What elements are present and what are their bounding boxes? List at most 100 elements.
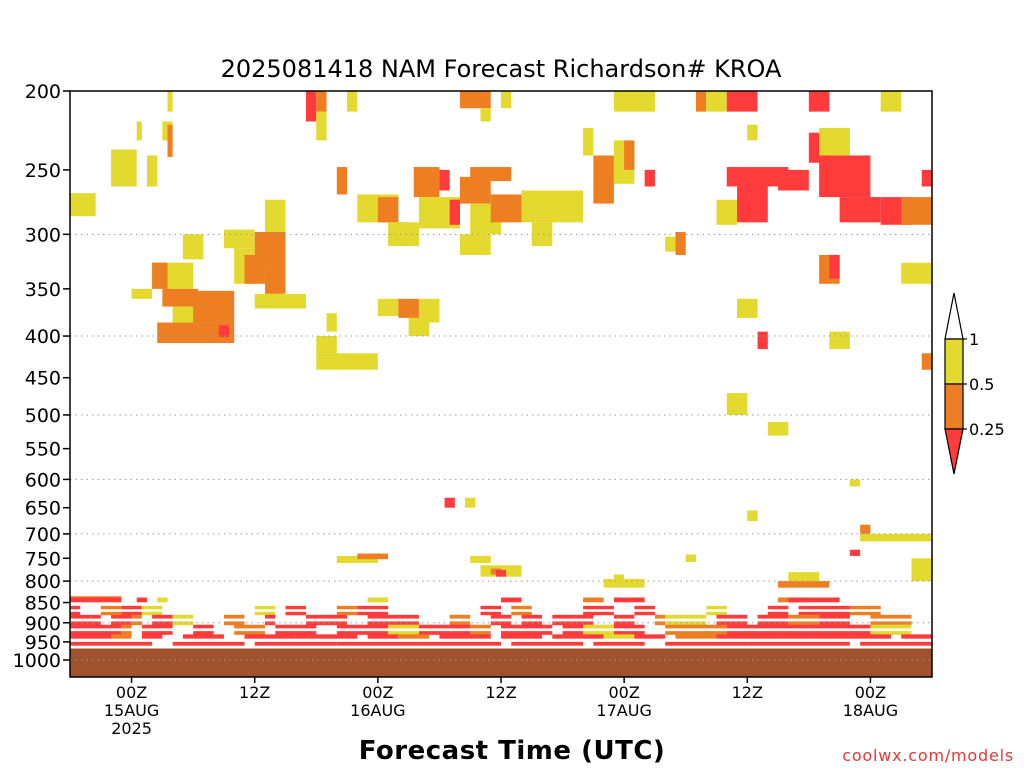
ri-streak	[706, 605, 727, 610]
ri-streak	[223, 614, 245, 619]
ri-streak	[141, 624, 173, 629]
ri-cell	[808, 91, 830, 112]
ri-cell	[849, 479, 861, 487]
ri-streak	[788, 621, 820, 626]
y-tick-label: 700	[25, 524, 61, 546]
ri-streak	[336, 641, 419, 646]
ri-streak	[593, 641, 645, 646]
x-tick-label: 00Z	[608, 683, 639, 702]
ri-streak	[275, 624, 317, 629]
ri-streak	[470, 624, 491, 629]
ri-streak	[562, 631, 584, 635]
ri-streak	[121, 605, 142, 610]
ri-streak	[613, 597, 645, 603]
ri-streak	[511, 605, 532, 610]
ri-cell	[254, 231, 286, 269]
ri-cell	[182, 234, 204, 260]
ri-streak	[583, 624, 614, 629]
ri-streak	[388, 624, 419, 629]
legend-bin-025-05	[944, 383, 964, 430]
ri-streak	[870, 631, 912, 635]
x-tick-label: 00Z	[116, 683, 147, 702]
ri-streak	[501, 597, 522, 603]
ri-streak	[136, 597, 147, 603]
legend-bin-lt025	[944, 428, 964, 475]
ri-cell	[111, 149, 137, 187]
ri-cell	[377, 298, 399, 317]
ri-streak	[172, 621, 194, 626]
ri-streak	[654, 621, 666, 626]
ri-streak	[111, 621, 132, 626]
ri-cell	[459, 176, 491, 204]
ri-streak	[234, 631, 265, 635]
ri-cell	[444, 497, 455, 508]
ri-cell	[167, 91, 173, 112]
ri-cell	[480, 108, 491, 122]
ri-streak	[583, 631, 614, 635]
ri-cell	[747, 510, 758, 522]
x-tick-label: 00Z	[362, 683, 393, 702]
y-tick-label: 550	[25, 439, 61, 461]
ri-streak	[306, 621, 348, 626]
ri-streak	[870, 624, 912, 629]
ri-cell	[167, 124, 173, 157]
ri-streak	[511, 611, 532, 616]
ri-streak	[234, 624, 265, 629]
ri-streak	[849, 605, 881, 610]
ri-streak	[788, 597, 840, 603]
ri-cell	[665, 236, 676, 252]
ri-cell	[757, 331, 768, 350]
ri-streak	[367, 597, 389, 603]
ri-streak	[70, 611, 81, 616]
ri-streak	[131, 614, 142, 619]
ri-streak	[613, 614, 635, 619]
ri-streak	[480, 605, 501, 610]
ri-cell	[388, 222, 419, 246]
chart-title: 2025081418 NAM Forecast Richardson# KROA	[221, 55, 782, 83]
ri-cell	[336, 167, 348, 195]
ri-streak	[665, 621, 707, 626]
ri-cell	[501, 91, 512, 109]
ri-streak	[357, 611, 389, 616]
ri-cell	[459, 234, 491, 255]
ri-cell	[829, 254, 840, 279]
ri-cell	[146, 155, 158, 187]
ri-streak	[357, 605, 389, 610]
ri-cell	[839, 197, 881, 223]
x-tick-label: 12Z	[239, 683, 270, 702]
ri-cell	[439, 169, 450, 191]
ri-streak	[367, 634, 399, 639]
ri-streak	[418, 631, 471, 635]
ri-streak	[254, 611, 276, 616]
ri-streak	[767, 611, 789, 616]
ri-streak	[182, 634, 224, 639]
ri-streak	[870, 621, 912, 626]
ri-cell	[470, 167, 512, 182]
ri-cell	[316, 111, 327, 141]
x-axis-title: Forecast Time (UTC)	[359, 736, 666, 766]
ri-cell	[644, 169, 655, 187]
ri-streak	[193, 631, 214, 635]
legend-label: 1	[969, 330, 979, 349]
ri-cell	[193, 290, 235, 323]
ri-streak	[562, 624, 584, 629]
y-tick-label: 750	[25, 548, 61, 570]
y-tick-label: 900	[25, 613, 61, 635]
ri-streak	[583, 605, 614, 610]
ri-cell	[767, 421, 789, 436]
ri-cell	[747, 124, 758, 141]
ri-streak	[449, 621, 471, 626]
ri-streak	[70, 605, 81, 610]
ground-terrain	[70, 648, 932, 677]
ri-cell	[726, 167, 789, 187]
ri-streak	[613, 624, 645, 629]
ri-streak	[367, 621, 419, 626]
ri-cell	[264, 268, 286, 294]
ri-streak	[172, 614, 194, 619]
ri-streak	[767, 605, 789, 610]
ri-cell	[136, 121, 142, 141]
ri-streak	[100, 605, 122, 610]
ri-cell	[264, 199, 286, 232]
ri-streak	[449, 614, 471, 619]
